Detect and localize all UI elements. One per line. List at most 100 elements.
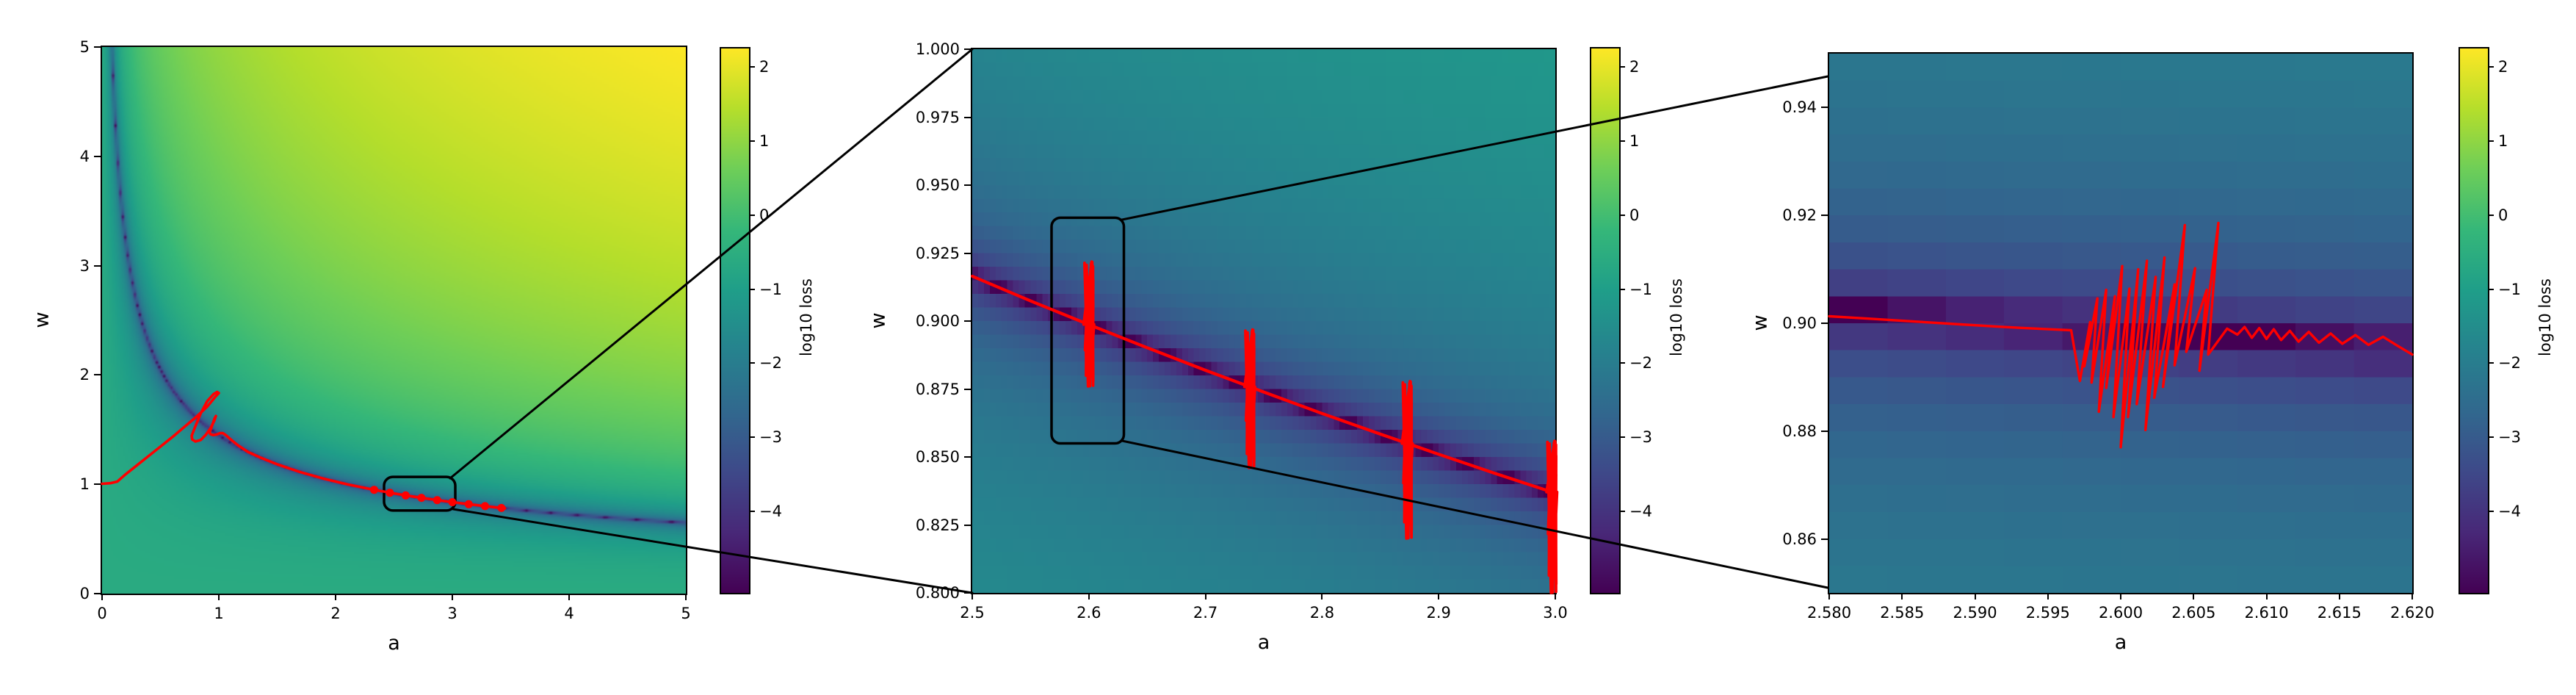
x-tick-label: 5 [681, 605, 691, 622]
colorbar-tick [749, 66, 755, 68]
trajectory-path [1828, 221, 2414, 449]
x-tick [2338, 593, 2340, 599]
x-tick [1204, 593, 1206, 599]
trajectory-marker [433, 496, 441, 505]
colorbar-tick-label: 0 [2498, 206, 2508, 224]
colorbar-tick-label: −4 [1629, 503, 1652, 521]
x-tick-label: 1 [214, 605, 224, 622]
x-tick [218, 594, 220, 600]
y-tick [964, 320, 971, 322]
x-tick-label: 2 [330, 605, 341, 622]
y-tick [94, 593, 101, 594]
colorbar-tick-label: 1 [759, 132, 770, 151]
trajectory-marker [464, 500, 473, 508]
x-tick [1828, 593, 1830, 599]
y-tick [1821, 538, 1828, 540]
trajectory-marker [417, 494, 426, 503]
trajectory-marker [481, 502, 489, 511]
y-tick-label: 1.000 [915, 40, 960, 58]
colorbar-tick [749, 140, 755, 143]
colorbar-tick [2488, 436, 2494, 439]
oscillation-burst-2 [1400, 379, 1414, 540]
y-tick [964, 252, 971, 254]
colorbar-tick-label: −1 [1629, 280, 1652, 298]
colorbar-tick [749, 214, 755, 216]
x-tick [335, 594, 336, 600]
x-tick [972, 593, 973, 599]
y-tick [1821, 323, 1828, 324]
y-tick [94, 46, 101, 48]
x-tick [1555, 593, 1556, 599]
colorbar-tick-label: 0 [759, 206, 770, 224]
y-tick [94, 374, 101, 376]
x-tick-label: 2.590 [1953, 604, 1997, 622]
y-tick-label: 0.975 [915, 108, 960, 126]
x-tick [2412, 593, 2413, 599]
x-tick [2265, 593, 2268, 599]
x-tick [1088, 593, 1090, 599]
x-tick-label: 2.6 [1077, 604, 1101, 622]
x-tick-label: 2.9 [1426, 604, 1451, 622]
colorbar-label: log10 loss [797, 278, 815, 356]
y-tick-label: 0 [79, 585, 90, 602]
y-tick-label: 0.900 [915, 312, 960, 330]
y-tick [964, 184, 971, 186]
x-axis-label: a [388, 632, 400, 655]
y-tick [964, 524, 971, 526]
oscillation-burst-0 [1082, 260, 1096, 388]
colorbar-tick [749, 436, 755, 439]
y-tick-label: 5 [79, 38, 90, 56]
x-tick-label: 2.5 [960, 604, 985, 622]
colorbar-overview [720, 47, 750, 594]
trajectory-marker [370, 486, 378, 494]
colorbar-tick [2488, 140, 2494, 143]
zoom-rectangle [383, 475, 457, 512]
x-tick [1974, 593, 1976, 599]
colorbar-tick-label: −2 [759, 354, 782, 372]
x-tick [2047, 593, 2049, 599]
y-tick [94, 264, 101, 267]
colorbar-tick [2488, 362, 2494, 364]
y-tick-label: 4 [79, 147, 90, 165]
trajectory-marker [448, 498, 457, 506]
x-tick-label: 2.595 [2025, 604, 2070, 622]
x-axis-label: a [2114, 631, 2127, 654]
panel-overlay-zoom-mid [970, 216, 1559, 594]
colorbar-tick-label: 1 [2498, 132, 2508, 151]
x-tick [1438, 593, 1440, 599]
colorbar-tick [1619, 511, 1625, 513]
x-axis-label: a [1257, 631, 1270, 654]
y-tick-label: 0.86 [1782, 530, 1817, 548]
x-tick-label: 2.600 [2098, 604, 2143, 622]
y-tick-label: 0.950 [915, 176, 960, 194]
colorbar-tick-label: −4 [759, 503, 782, 521]
colorbar-tick [749, 362, 755, 364]
colorbar-tick-label: −2 [1629, 354, 1652, 372]
y-tick [964, 388, 971, 390]
y-tick-label: 0.90 [1782, 314, 1817, 332]
x-tick [685, 594, 687, 600]
colorbar-tick-label: −2 [2498, 354, 2521, 372]
colorbar-tick-label: −1 [2498, 280, 2521, 298]
y-tick-label: 0.825 [915, 516, 960, 534]
colorbar-tick [1619, 66, 1625, 68]
colorbar-tick [2488, 66, 2494, 68]
oscillation-burst-1 [1242, 328, 1257, 469]
x-tick-label: 2.620 [2389, 604, 2435, 622]
colorbar-tick-label: −3 [2498, 428, 2521, 447]
y-tick [1821, 215, 1828, 217]
x-tick-label: 3 [447, 605, 457, 622]
trajectory-marker [386, 489, 394, 497]
x-tick-label: 4 [564, 605, 574, 622]
y-tick [964, 116, 971, 118]
oscillation-burst-3 [1545, 439, 1559, 594]
y-tick [94, 155, 101, 157]
panel-overview [101, 46, 687, 595]
y-tick [1821, 107, 1828, 109]
y-axis-label: w [1748, 314, 1772, 331]
colorbar-tick [1619, 362, 1625, 364]
colorbar-tick [749, 288, 755, 290]
y-tick-label: 0.92 [1782, 206, 1817, 225]
y-tick [964, 456, 971, 458]
